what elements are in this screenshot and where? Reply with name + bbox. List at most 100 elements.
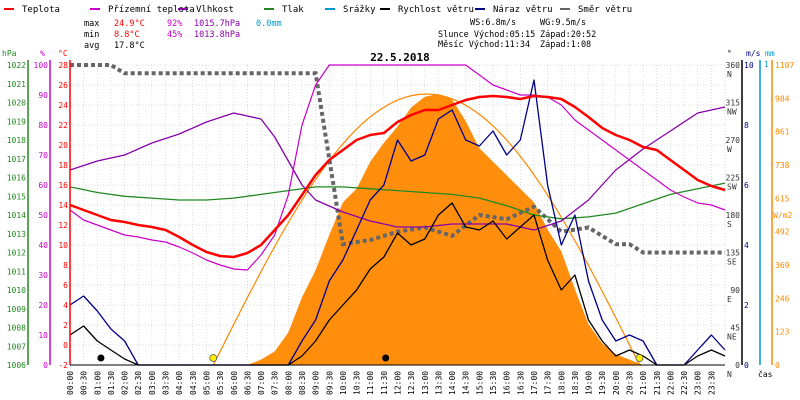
tick-label-direction-letter: NE (727, 333, 737, 342)
tick-label-time: 19:00 (585, 371, 594, 395)
tick-label-time: 03:00 (148, 371, 157, 395)
stat-max-label: max (84, 19, 99, 29)
tick-label-wm2: 0 (775, 361, 780, 370)
tick-label-degc: 2 (63, 321, 68, 330)
axis-unit-mm: mm (765, 49, 775, 58)
tick-label-wm2: 246 (775, 294, 790, 303)
tick-label-direction: 135 (726, 249, 741, 258)
stat-max-temp: 24.9°C (114, 19, 145, 29)
tick-label-hpa: 1016 (7, 174, 26, 183)
tick-label-time: 09:30 (325, 371, 334, 395)
tick-label-time: 00:30 (80, 371, 89, 395)
tick-label-percent: 0 (43, 361, 48, 370)
tick-label-hpa: 1012 (7, 249, 26, 258)
moon-set-icon (97, 354, 105, 362)
tick-label-degc: -2 (58, 361, 68, 370)
tick-label-time: 05:00 (202, 371, 211, 395)
tick-label-time: 02:30 (134, 371, 143, 395)
tick-label-time: 20:00 (612, 371, 621, 395)
tick-label-hpa: 1009 (7, 305, 26, 314)
legend-label-prizemni-teplota: Přízemní teplota (108, 5, 195, 15)
tick-label-degc: 14 (58, 201, 68, 210)
tick-label-degc: 28 (58, 61, 68, 70)
tick-label-time: 07:30 (271, 371, 280, 395)
tick-label-time: 19:30 (598, 371, 607, 395)
stats-block: max 24.9°C 92% 1015.7hPa 0.0mm min 8.8°C… (84, 19, 282, 51)
stat-max-rain: 0.0mm (256, 19, 282, 29)
tick-label-wm2: 1107 (775, 61, 794, 70)
tick-label-direction-letter: N (727, 370, 732, 379)
legend-label-smer-vetru: Směr větru (578, 5, 632, 15)
tick-label-hpa: 1015 (7, 192, 26, 201)
tick-label-percent: 70 (38, 151, 48, 160)
legend-label-rychlost-vetru: Rychlost větru (398, 5, 474, 15)
solar-radiation-area (70, 93, 725, 366)
tick-label-time: 00:00 (66, 371, 75, 395)
tick-label-degc: 10 (58, 241, 68, 250)
tick-label-time: 14:00 (448, 371, 457, 395)
series-temperature (69, 94, 726, 259)
axis-unit-deg: ° (727, 49, 732, 58)
tick-label-hpa: 1013 (7, 230, 26, 239)
legend-label-tlak: Tlak (282, 5, 304, 15)
tick-label-time: 15:30 (489, 371, 498, 395)
axis-unit-degc: °C (58, 49, 68, 58)
tick-label-direction: 45 (730, 324, 740, 333)
tick-label-time: 23:30 (707, 371, 716, 395)
tick-label-time: 21:30 (653, 371, 662, 395)
tick-label-percent: 50 (38, 211, 48, 220)
stat-min-temp: 8.8°C (114, 30, 140, 40)
tick-label-direction-letter: W (727, 145, 732, 154)
tick-label-percent: 20 (38, 301, 48, 310)
tick-label-wind-speed: 8 (744, 121, 749, 130)
tick-label-time: 01:00 (93, 371, 102, 395)
stat-min-hum: 45% (167, 30, 182, 40)
tick-label-time: 06:00 (230, 371, 239, 395)
tick-label-wind-speed: 0 (744, 361, 749, 370)
moon-times: Měsíc Východ:11:34 (438, 40, 530, 50)
tick-label-direction-letter: E (727, 295, 732, 304)
chart-legend: Teplota Přízemní teplota Vlhkost Tlak Sr… (4, 5, 632, 15)
tick-label-time: 09:00 (312, 371, 321, 395)
tick-label-time: 16:30 (516, 371, 525, 395)
axis-unit-percent: % (40, 49, 45, 58)
stat-avg-label: avg (84, 41, 99, 51)
series-solar-radiation (70, 94, 725, 365)
stat-max-press: 1015.7hPa (194, 19, 240, 29)
tick-label-time: 14:30 (462, 371, 471, 395)
tick-label-time: 10:00 (339, 371, 348, 395)
tick-label-time: 18:00 (557, 371, 566, 395)
tick-label-degc: 18 (58, 161, 68, 170)
tick-label-time: 02:00 (121, 371, 130, 395)
tick-label-time: 08:00 (284, 371, 293, 395)
tick-label-direction: 270 (726, 136, 741, 145)
tick-label-time: 15:00 (475, 371, 484, 395)
tick-label-hpa: 1017 (7, 155, 26, 164)
tick-label-hpa: 1020 (7, 99, 26, 108)
tick-label-time: 18:30 (571, 371, 580, 395)
tick-label-degc: 4 (63, 301, 68, 310)
tick-label-time: 04:00 (175, 371, 184, 395)
tick-label-wm2: 123 (775, 328, 790, 337)
sun-set-time: Západ:20:52 (540, 30, 596, 40)
axes (27, 60, 773, 366)
legend-label-vlhkost: Vlhkost (196, 5, 234, 15)
tick-label-time: 12:00 (394, 371, 403, 395)
tick-label-time: 12:30 (407, 371, 416, 395)
tick-label-time: 01:30 (107, 371, 116, 395)
tick-label-time: 10:30 (353, 371, 362, 395)
tick-label-degc: 16 (58, 181, 68, 190)
tick-label-degc: 20 (58, 141, 68, 150)
tick-label-direction: 180 (726, 211, 741, 220)
moon-rise-icon (382, 354, 390, 362)
tick-label-percent: 30 (38, 271, 48, 280)
astro-markers (97, 354, 644, 362)
sun-times: Slunce Východ:05:15 (438, 30, 535, 40)
tick-label-direction-letter: N (727, 70, 732, 79)
axis-unit-hpa: hPa (2, 49, 17, 58)
tick-labels: 1022102110201019101810171016101510141013… (7, 61, 795, 395)
tick-label-time: 06:30 (243, 371, 252, 395)
tick-label-time: 21:00 (639, 371, 648, 395)
tick-label-wind-speed: 6 (744, 181, 749, 190)
tick-label-time: 04:30 (189, 371, 198, 395)
